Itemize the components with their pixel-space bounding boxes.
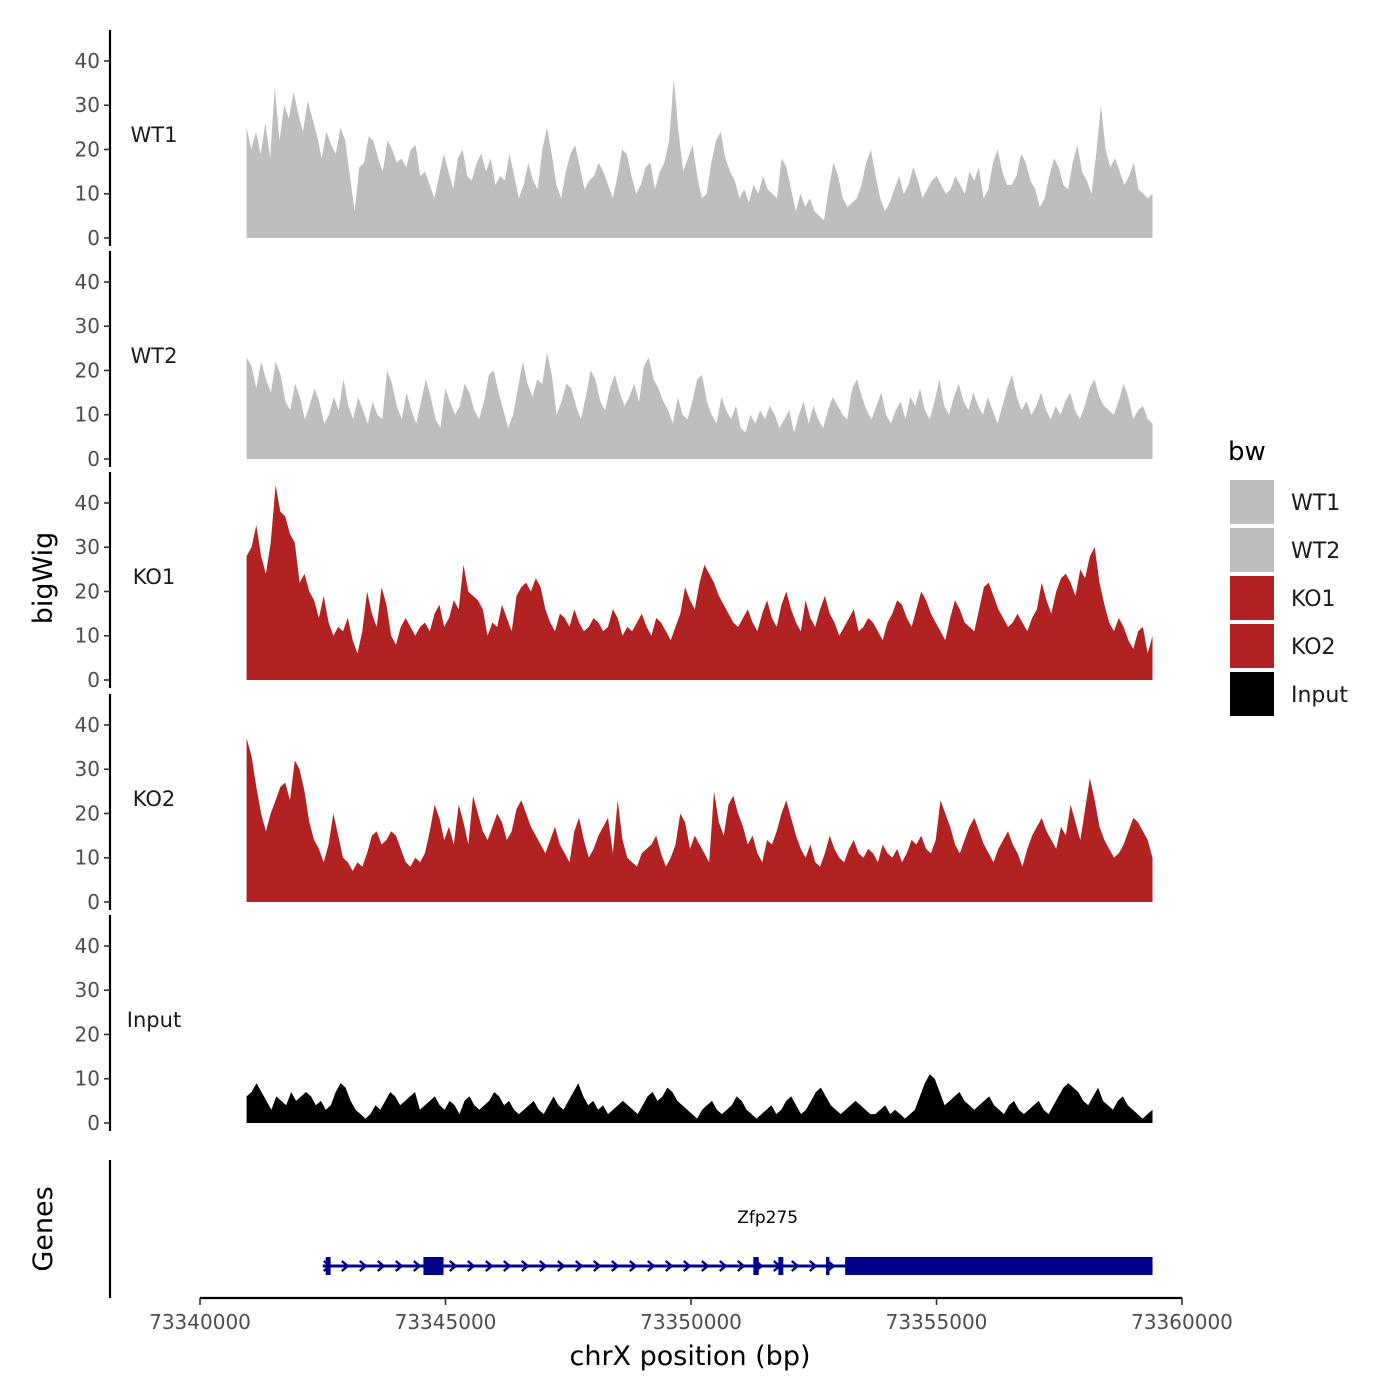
legend-swatch-ko2: [1230, 624, 1274, 668]
legend-label-wt2: WT2: [1291, 539, 1340, 564]
x-axis: 73340000 73345000 73350000 73355000 73360000: [149, 1296, 1233, 1334]
y-tick-label: 40: [75, 713, 100, 737]
y-axis-title: bigWig: [28, 532, 59, 625]
strand-arrow: [340, 1260, 350, 1272]
legend-swatch-wt1: [1230, 480, 1274, 524]
panel-wt2: 0 10 20 30 40 WT2: [75, 251, 1153, 471]
y-tick-label: 20: [75, 358, 100, 382]
legend-title: bw: [1228, 437, 1266, 467]
y-tick-label: 0: [87, 1111, 100, 1135]
y-tick-label: 30: [75, 978, 100, 1002]
strand-arrow: [358, 1260, 368, 1272]
track-label-wt2: WT2: [131, 344, 178, 368]
y-tick-label: 20: [75, 1022, 100, 1046]
x-axis-title: chrX position (bp): [569, 1341, 810, 1372]
track-label-ko2: KO2: [133, 787, 176, 811]
y-tick-label: 40: [75, 270, 100, 294]
legend-swatch-input: [1230, 672, 1274, 716]
panel-wt1: 0 10 20 30 40 WT1: [75, 30, 1153, 250]
strand-arrow: [790, 1260, 800, 1272]
panel-ko2: 0 10 20 30 40 KO2: [75, 694, 1153, 914]
y-tick-label: 40: [75, 934, 100, 958]
strand-arrow: [826, 1260, 836, 1272]
x-tick-label: 73345000: [395, 1310, 497, 1334]
gene-exon: [826, 1257, 830, 1275]
strand-arrow: [520, 1260, 530, 1272]
strand-arrow: [412, 1260, 422, 1272]
strand-arrow: [592, 1260, 602, 1272]
strand-arrow: [700, 1260, 710, 1272]
strand-arrow: [736, 1260, 746, 1272]
gene-exon: [845, 1257, 1153, 1275]
y-tick-label: 30: [75, 535, 100, 559]
genes-track: Zfp275: [108, 1160, 1153, 1298]
strand-arrow: [376, 1260, 386, 1272]
gene-exon: [778, 1257, 784, 1275]
y-tick-label: 0: [87, 668, 100, 692]
legend-label-input: Input: [1291, 683, 1348, 708]
y-tick-label: 10: [75, 846, 100, 870]
y-tick-label: 20: [75, 137, 100, 161]
strand-arrow: [394, 1260, 404, 1272]
y-tick-label: 30: [75, 93, 100, 117]
y-tick-label: 10: [75, 624, 100, 648]
track-label-wt1: WT1: [131, 123, 178, 147]
gene-exon: [325, 1257, 331, 1275]
track-label-ko1: KO1: [133, 565, 176, 589]
y-tick-label: 10: [75, 1067, 100, 1091]
gene-exon: [423, 1257, 444, 1275]
panel-input: 0 10 20 30 40 Input: [75, 915, 1153, 1135]
legend: bw WT1 WT2 KO1 KO2 Input: [1228, 437, 1348, 716]
y-tick-label: 40: [75, 491, 100, 515]
gene-name-label: Zfp275: [737, 1208, 798, 1228]
y-tick-label: 40: [75, 49, 100, 73]
y-tick-label: 0: [87, 447, 100, 471]
genes-axis-title: Genes: [28, 1186, 59, 1271]
coverage-panels: 0 10 20 30 40 WT1 0 10 20 30 40 WT2 0 10 20 30 40 KO1 0 10 2…: [75, 30, 1153, 1135]
x-tick-label: 73350000: [640, 1310, 742, 1334]
gene-exon: [753, 1257, 759, 1275]
panel-ko1: 0 10 20 30 40 KO1: [75, 472, 1153, 692]
legend-swatch-wt2: [1230, 528, 1274, 572]
strand-arrow: [538, 1260, 548, 1272]
strand-arrow: [664, 1260, 674, 1272]
strand-arrow: [556, 1260, 566, 1272]
coverage-area-wt2: [246, 352, 1153, 459]
y-tick-label: 0: [87, 890, 100, 914]
y-tick-label: 30: [75, 314, 100, 338]
strand-arrow: [610, 1260, 620, 1272]
y-tick-label: 20: [75, 579, 100, 603]
strand-arrow: [628, 1260, 638, 1272]
strand-arrow: [808, 1260, 818, 1272]
coverage-area-ko2: [246, 738, 1153, 902]
y-tick-label: 30: [75, 757, 100, 781]
y-tick-label: 10: [75, 403, 100, 427]
coverage-area-ko1: [246, 485, 1153, 680]
coverage-area-wt1: [246, 78, 1153, 238]
legend-label-ko2: KO2: [1291, 635, 1336, 660]
strand-arrow: [574, 1260, 584, 1272]
strand-arrow: [502, 1260, 512, 1272]
coverage-area-input: [246, 1074, 1153, 1123]
strand-arrow: [448, 1260, 458, 1272]
y-tick-label: 20: [75, 801, 100, 825]
strand-arrow: [646, 1260, 656, 1272]
legend-label-wt1: WT1: [1291, 491, 1340, 516]
x-tick-label: 73360000: [1131, 1310, 1233, 1334]
x-tick-label: 73340000: [149, 1310, 251, 1334]
y-tick-label: 0: [87, 226, 100, 250]
strand-arrow: [718, 1260, 728, 1272]
strand-arrow: [484, 1260, 494, 1272]
x-tick-label: 73355000: [886, 1310, 988, 1334]
legend-swatch-ko1: [1230, 576, 1274, 620]
strand-arrow: [682, 1260, 692, 1272]
track-label-input: Input: [127, 1008, 181, 1032]
legend-label-ko1: KO1: [1291, 587, 1336, 612]
y-tick-label: 10: [75, 182, 100, 206]
strand-arrow: [466, 1260, 476, 1272]
